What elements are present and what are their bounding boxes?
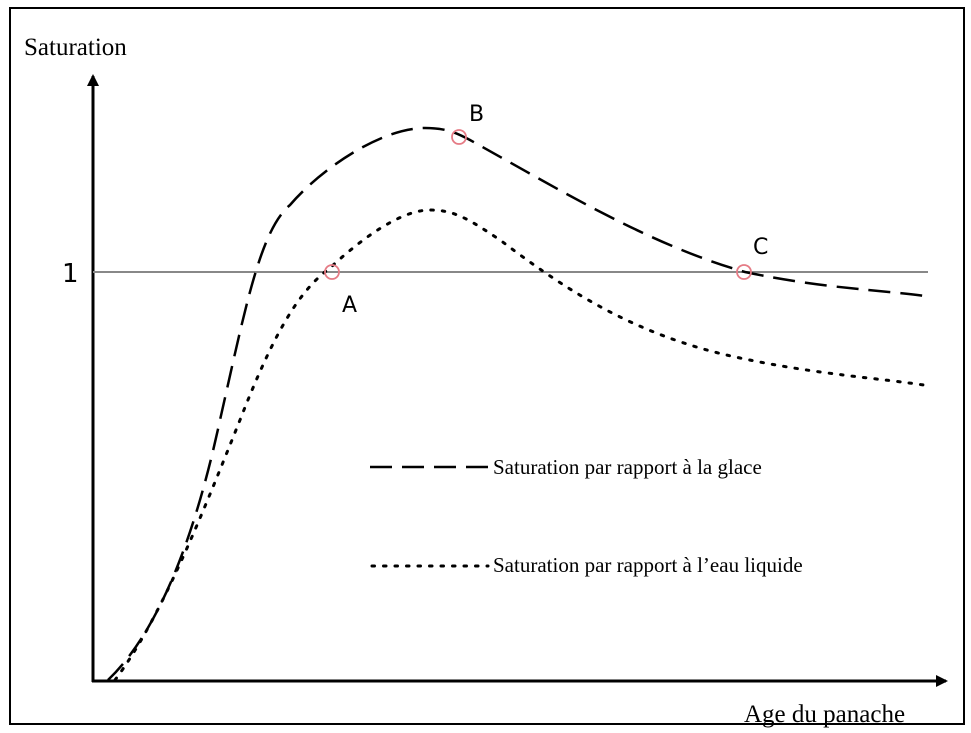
legend-label: Saturation par rapport à la glace [493, 455, 762, 479]
point-label: C [753, 235, 768, 260]
point-marker [324, 264, 340, 280]
point-label: A [342, 293, 357, 318]
point-marker [736, 264, 752, 280]
reference-label: 1 [62, 259, 79, 289]
legend-label: Saturation par rapport à l’eau liquide [493, 553, 803, 577]
point-label: B [469, 102, 484, 127]
frame [9, 7, 965, 725]
water-curve [113, 208, 932, 682]
y-axis-label: Saturation [24, 34, 127, 61]
ice-curve [107, 126, 926, 681]
x-axis-label: Age du panache [744, 701, 905, 728]
point-marker [451, 129, 467, 145]
